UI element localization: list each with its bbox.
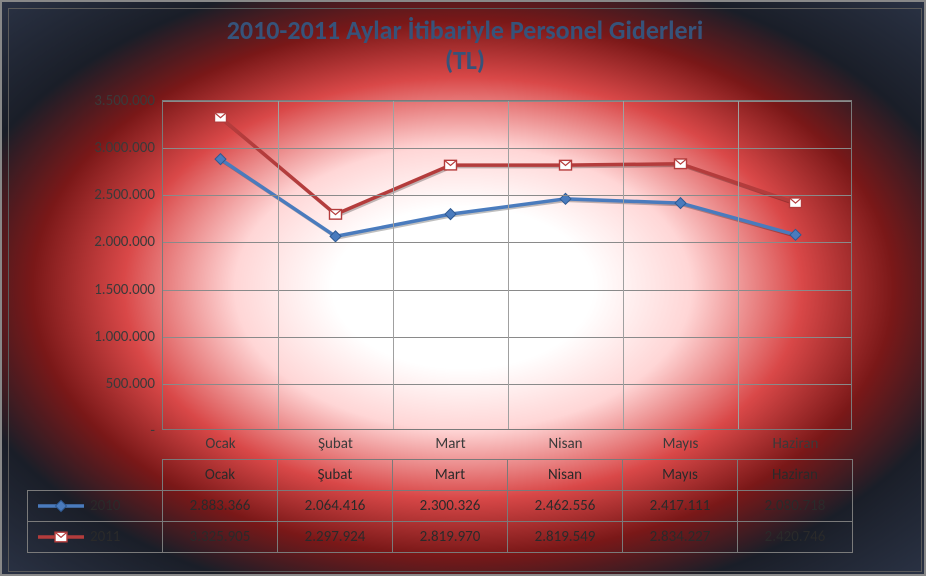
gridline <box>163 337 851 338</box>
table-row: 2010 2.883.3662.064.4162.300.3262.462.556… <box>28 491 853 522</box>
marker-diamond <box>790 229 801 240</box>
x-tick-label: Nisan <box>548 435 582 453</box>
chart-frame: 2010-2011 Aylar İtibariyle Personel Gide… <box>0 0 926 576</box>
chart-title: 2010-2011 Aylar İtibariyle Personel Gide… <box>2 16 926 76</box>
category-divider <box>738 101 739 429</box>
x-tick-label: Haziran <box>773 435 819 453</box>
table-header-cell: Haziran <box>738 460 853 491</box>
legend-cell-2011: 2011 <box>28 522 163 553</box>
y-tick-label: 3.000.000 <box>94 139 155 157</box>
legend-cell-2010: 2010 <box>28 491 163 522</box>
gridline <box>163 290 851 291</box>
legend-label: 2010 <box>90 497 120 515</box>
y-tick-label: - <box>150 422 155 440</box>
table-spacer-cell <box>28 460 163 491</box>
legend-swatch <box>38 497 84 515</box>
table-cell: 2.297.924 <box>278 522 393 553</box>
category-divider <box>278 101 279 429</box>
legend-label: 2011 <box>90 528 120 546</box>
marker-square <box>790 198 802 208</box>
gridline <box>163 242 851 243</box>
y-tick-label: 1.500.000 <box>94 281 155 299</box>
category-divider <box>393 101 394 429</box>
table-cell: 2.080.718 <box>738 491 853 522</box>
table-cell: 2.834.227 <box>623 522 738 553</box>
table-cell: 2.420.746 <box>738 522 853 553</box>
legend-swatch <box>38 528 84 546</box>
data-table: OcakŞubatMartNisanMayısHaziran 2010 2.883.… <box>27 459 853 553</box>
table-cell: 2.819.549 <box>508 522 623 553</box>
x-tick-label: Mayıs <box>663 435 699 453</box>
marker-square <box>330 210 342 220</box>
x-tick-label: Şubat <box>318 435 353 453</box>
series-line-2011 <box>222 119 797 216</box>
y-tick-label: 1.000.000 <box>94 328 155 346</box>
chart-title-text: 2010-2011 Aylar İtibariyle Personel Gide… <box>227 14 704 76</box>
table-cell: 2.064.416 <box>278 491 393 522</box>
table-header-cell: Mayıs <box>623 460 738 491</box>
y-tick-label: 500.000 <box>106 375 155 393</box>
table-cell: 2.883.366 <box>163 491 278 522</box>
table-cell: 2.417.111 <box>623 491 738 522</box>
gridline <box>163 195 851 196</box>
chart-title-wrap: 2010-2011 Aylar İtibariyle Personel Gide… <box>2 16 926 76</box>
gridline <box>163 384 851 385</box>
y-tick-label: 2.500.000 <box>94 186 155 204</box>
category-divider <box>508 101 509 429</box>
gridline <box>163 101 851 102</box>
table-cell: 2.300.326 <box>393 491 508 522</box>
table-header-cell: Mart <box>393 460 508 491</box>
marker-square <box>560 160 572 170</box>
table-cell: 2.462.556 <box>508 491 623 522</box>
table-row: 2011 3.325.9052.297.9242.819.9702.819.549… <box>28 522 853 553</box>
y-tick-label: 3.500.000 <box>94 92 155 110</box>
x-tick-label: Mart <box>435 435 465 453</box>
table-header-row: OcakŞubatMartNisanMayısHaziran <box>28 460 853 491</box>
table-cell: 3.325.905 <box>163 522 278 553</box>
category-divider <box>623 101 624 429</box>
table-cell: 2.819.970 <box>393 522 508 553</box>
gridline <box>163 148 851 149</box>
marker-square <box>675 159 687 169</box>
table-header-cell: Nisan <box>508 460 623 491</box>
table-header-cell: Şubat <box>278 460 393 491</box>
plot-area: -500.0001.000.0001.500.0002.000.0002.500… <box>162 100 852 430</box>
marker-square <box>215 113 227 123</box>
marker-square <box>445 160 457 170</box>
table-header-cell: Ocak <box>163 460 278 491</box>
y-tick-label: 2.000.000 <box>94 233 155 251</box>
x-tick-label: Ocak <box>205 435 235 453</box>
